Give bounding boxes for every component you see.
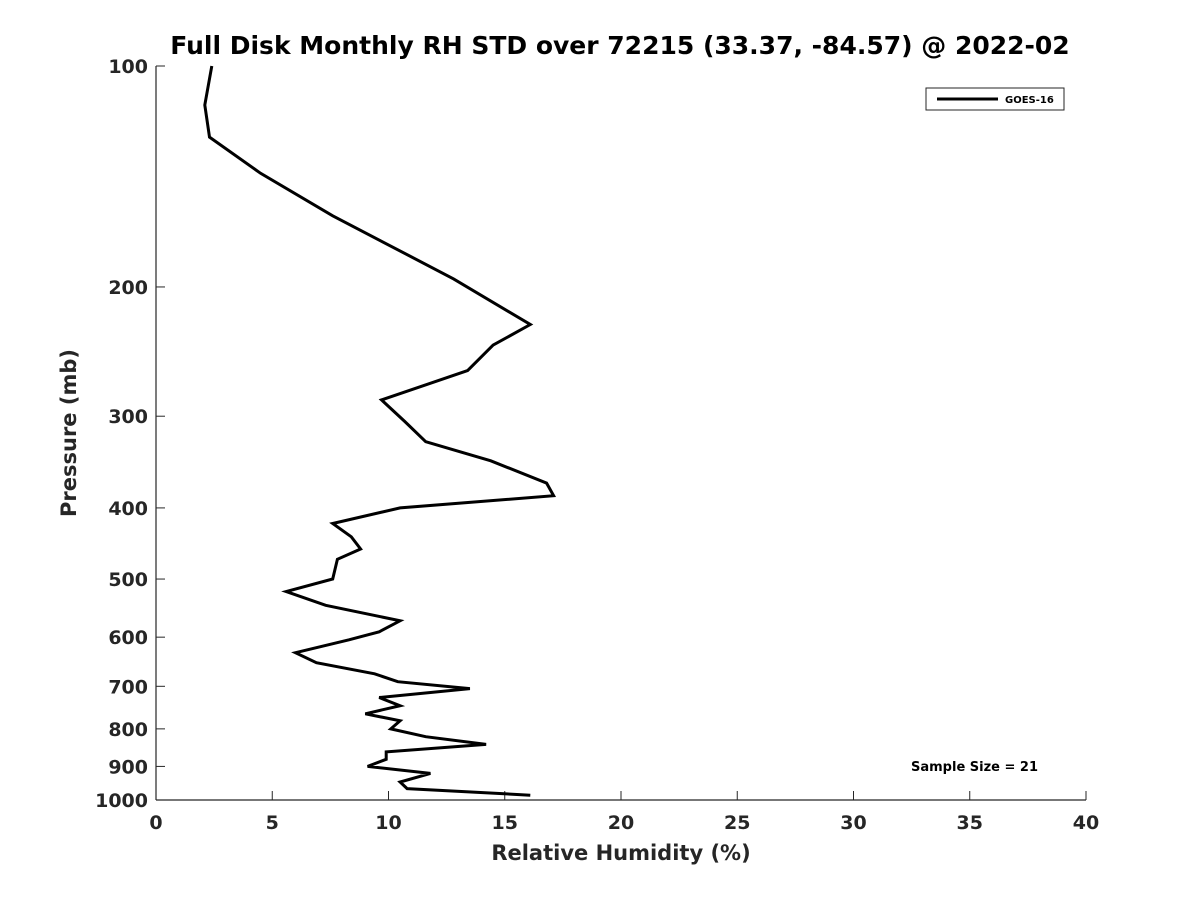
x-axis-label: Relative Humidity (%) xyxy=(491,841,750,865)
chart-title: Full Disk Monthly RH STD over 72215 (33.… xyxy=(170,31,1069,60)
x-tick-label: 0 xyxy=(149,812,162,834)
x-tick-label: 35 xyxy=(957,812,983,834)
legend: GOES-16 xyxy=(925,87,1065,111)
x-tick-label: 40 xyxy=(1073,812,1099,834)
sample-size-annotation: Sample Size = 21 xyxy=(911,760,1038,775)
y-tick-label: 400 xyxy=(108,498,148,520)
y-tick-label: 1000 xyxy=(95,790,148,812)
y-tick-label: 500 xyxy=(108,569,148,591)
y-tick-label: 300 xyxy=(108,406,148,428)
x-ticks: 0 5 10 15 20 25 30 35 40 xyxy=(149,791,1099,834)
y-tick-label: 800 xyxy=(108,719,148,741)
y-tick-label: 900 xyxy=(108,756,148,778)
x-tick-label: 15 xyxy=(492,812,518,834)
legend-label: GOES-16 xyxy=(1005,95,1054,106)
x-tick-label: 5 xyxy=(266,812,279,834)
y-axis-label: Pressure (mb) xyxy=(57,349,81,517)
series-line-goes-16 xyxy=(203,65,557,797)
x-tick-label: 25 xyxy=(724,812,750,834)
x-tick-label: 30 xyxy=(840,812,866,834)
y-ticks: 100 200 300 400 500 600 700 800 900 1000 xyxy=(95,56,165,812)
y-tick-label: 100 xyxy=(108,56,148,78)
x-tick-label: 10 xyxy=(375,812,401,834)
x-tick-label: 20 xyxy=(608,812,634,834)
y-tick-label: 200 xyxy=(108,277,148,299)
y-tick-label: 700 xyxy=(108,676,148,698)
y-tick-label: 600 xyxy=(108,627,148,649)
